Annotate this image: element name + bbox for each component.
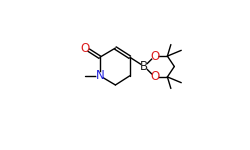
Circle shape [152,74,158,80]
Text: O: O [150,50,159,63]
Text: N: N [96,69,104,82]
Circle shape [142,64,147,69]
Circle shape [97,73,103,79]
Text: B: B [140,60,148,73]
Circle shape [152,53,158,59]
Text: O: O [150,70,159,83]
Text: O: O [81,42,90,55]
Circle shape [82,45,88,51]
